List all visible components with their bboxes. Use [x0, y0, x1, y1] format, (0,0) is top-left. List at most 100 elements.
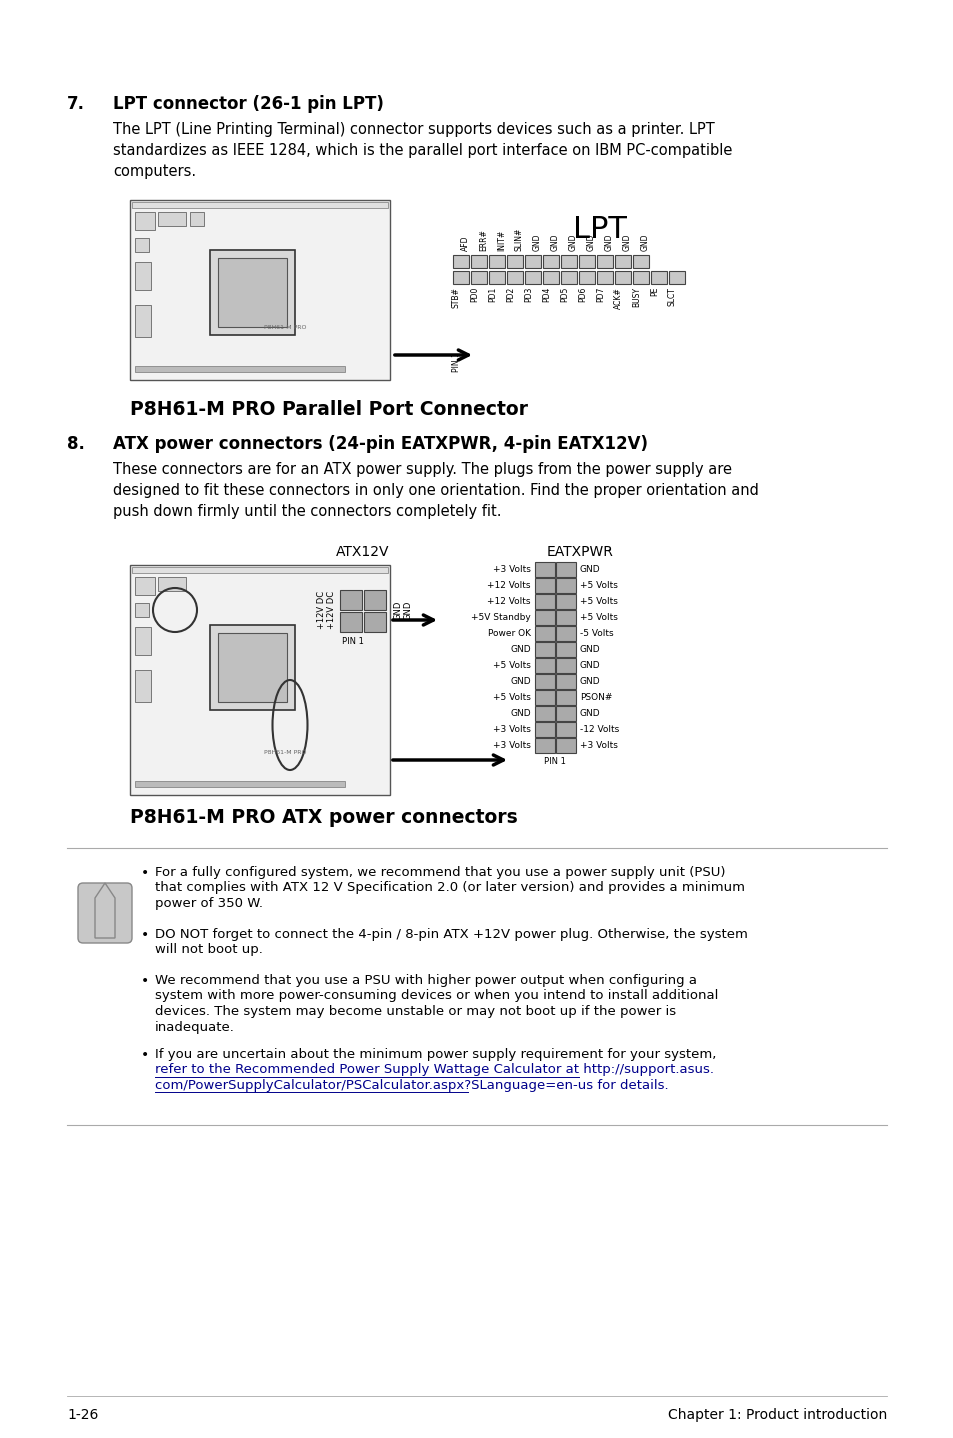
Text: +3 Volts: +3 Volts	[493, 741, 531, 749]
Text: P8H61-M PRO: P8H61-M PRO	[263, 751, 306, 755]
Bar	[471, 255, 486, 267]
Bar	[615, 270, 630, 283]
Text: SLIN#: SLIN#	[515, 227, 523, 252]
Bar	[132, 201, 388, 209]
Bar	[597, 255, 613, 267]
Text: DO NOT forget to connect the 4-pin / 8-pin ATX +12V power plug. Otherwise, the s: DO NOT forget to connect the 4-pin / 8-p…	[154, 928, 747, 940]
Text: P8H61-M PRO: P8H61-M PRO	[263, 325, 306, 329]
Bar	[535, 594, 555, 610]
Text: SLCT: SLCT	[667, 288, 677, 306]
Text: PD3: PD3	[523, 288, 533, 302]
Text: PE: PE	[649, 288, 659, 296]
Text: INIT#: INIT#	[497, 230, 505, 252]
Text: AFD: AFD	[460, 236, 470, 252]
Text: GND: GND	[640, 233, 649, 252]
Text: Power OK: Power OK	[488, 628, 531, 637]
Bar	[633, 270, 648, 283]
Bar	[535, 690, 555, 705]
Bar	[339, 613, 361, 631]
Text: GND: GND	[568, 233, 578, 252]
Bar	[535, 722, 555, 738]
Bar	[453, 270, 469, 283]
Text: GND: GND	[393, 600, 402, 620]
Text: PD5: PD5	[559, 288, 568, 302]
Text: +12 Volts: +12 Volts	[487, 597, 531, 605]
Bar	[135, 577, 154, 595]
Text: GND: GND	[622, 233, 631, 252]
Text: 1-26: 1-26	[67, 1408, 98, 1422]
Bar	[556, 738, 576, 754]
Bar	[535, 674, 555, 689]
FancyBboxPatch shape	[78, 883, 132, 943]
Bar	[524, 270, 540, 283]
Bar	[130, 565, 390, 795]
Bar	[135, 211, 154, 230]
Text: GND: GND	[579, 565, 600, 574]
Bar	[364, 590, 386, 610]
Bar	[535, 610, 555, 626]
Bar	[556, 610, 576, 626]
Bar	[556, 626, 576, 641]
Bar	[556, 594, 576, 610]
Text: that complies with ATX 12 V Specification 2.0 (or later version) and provides a : that complies with ATX 12 V Specificatio…	[154, 881, 744, 894]
Text: These connectors are for an ATX power supply. The plugs from the power supply ar: These connectors are for an ATX power su…	[112, 462, 758, 519]
Bar	[542, 255, 558, 267]
Text: PD1: PD1	[488, 288, 497, 302]
Bar	[668, 270, 684, 283]
Text: •: •	[141, 866, 149, 880]
Text: GND: GND	[579, 709, 600, 718]
Text: inadequate.: inadequate.	[154, 1021, 234, 1034]
Text: PD4: PD4	[541, 288, 551, 302]
Text: LPT connector (26-1 pin LPT): LPT connector (26-1 pin LPT)	[112, 95, 383, 114]
Text: P8H61-M PRO ATX power connectors: P8H61-M PRO ATX power connectors	[130, 808, 517, 827]
Bar	[471, 270, 486, 283]
Bar	[597, 270, 613, 283]
Text: power of 350 W.: power of 350 W.	[154, 897, 263, 910]
Text: +5 Volts: +5 Volts	[493, 660, 531, 670]
Text: +12V DC: +12V DC	[317, 591, 326, 628]
Bar	[135, 603, 149, 617]
Text: PIN 1: PIN 1	[452, 352, 460, 372]
Text: +12V DC: +12V DC	[327, 591, 336, 628]
Bar	[135, 367, 345, 372]
Text: PD0: PD0	[470, 288, 478, 302]
Bar	[453, 255, 469, 267]
Text: +5 Volts: +5 Volts	[579, 597, 618, 605]
Bar	[489, 255, 504, 267]
Bar	[556, 641, 576, 657]
Text: +3 Volts: +3 Volts	[493, 725, 531, 733]
Text: ACK#: ACK#	[614, 288, 622, 309]
Bar	[615, 255, 630, 267]
Text: refer to the Recommended Power Supply Wattage Calculator at http://support.asus.: refer to the Recommended Power Supply Wa…	[154, 1064, 713, 1077]
Text: GND: GND	[510, 676, 531, 686]
Text: PIN 1: PIN 1	[341, 637, 363, 646]
Text: 8.: 8.	[67, 436, 85, 453]
Text: P8H61-M PRO Parallel Port Connector: P8H61-M PRO Parallel Port Connector	[130, 400, 527, 418]
Bar	[135, 670, 151, 702]
Bar	[650, 270, 666, 283]
Bar	[218, 257, 287, 326]
Text: •: •	[141, 1048, 149, 1063]
Polygon shape	[95, 883, 115, 938]
Bar	[158, 577, 186, 591]
Bar	[535, 578, 555, 592]
Bar	[218, 633, 287, 702]
Text: system with more power-consuming devices or when you intend to install additiona: system with more power-consuming devices…	[154, 989, 718, 1002]
Bar	[135, 781, 345, 787]
Text: -5 Volts: -5 Volts	[579, 628, 613, 637]
Text: PSON#: PSON#	[579, 693, 612, 702]
Bar	[560, 255, 577, 267]
Bar	[130, 200, 390, 380]
Text: •: •	[141, 928, 149, 942]
Text: GND: GND	[533, 233, 541, 252]
Text: GND: GND	[586, 233, 596, 252]
Text: We recommend that you use a PSU with higher power output when configuring a: We recommend that you use a PSU with hig…	[154, 974, 697, 986]
Text: •: •	[141, 974, 149, 988]
Text: GND: GND	[403, 600, 412, 620]
Text: PD7: PD7	[596, 288, 604, 302]
Text: STB#: STB#	[452, 288, 460, 308]
Text: +5 Volts: +5 Volts	[579, 613, 618, 621]
Text: EATXPWR: EATXPWR	[546, 545, 613, 559]
Text: +3 Volts: +3 Volts	[493, 565, 531, 574]
Text: 7.: 7.	[67, 95, 85, 114]
